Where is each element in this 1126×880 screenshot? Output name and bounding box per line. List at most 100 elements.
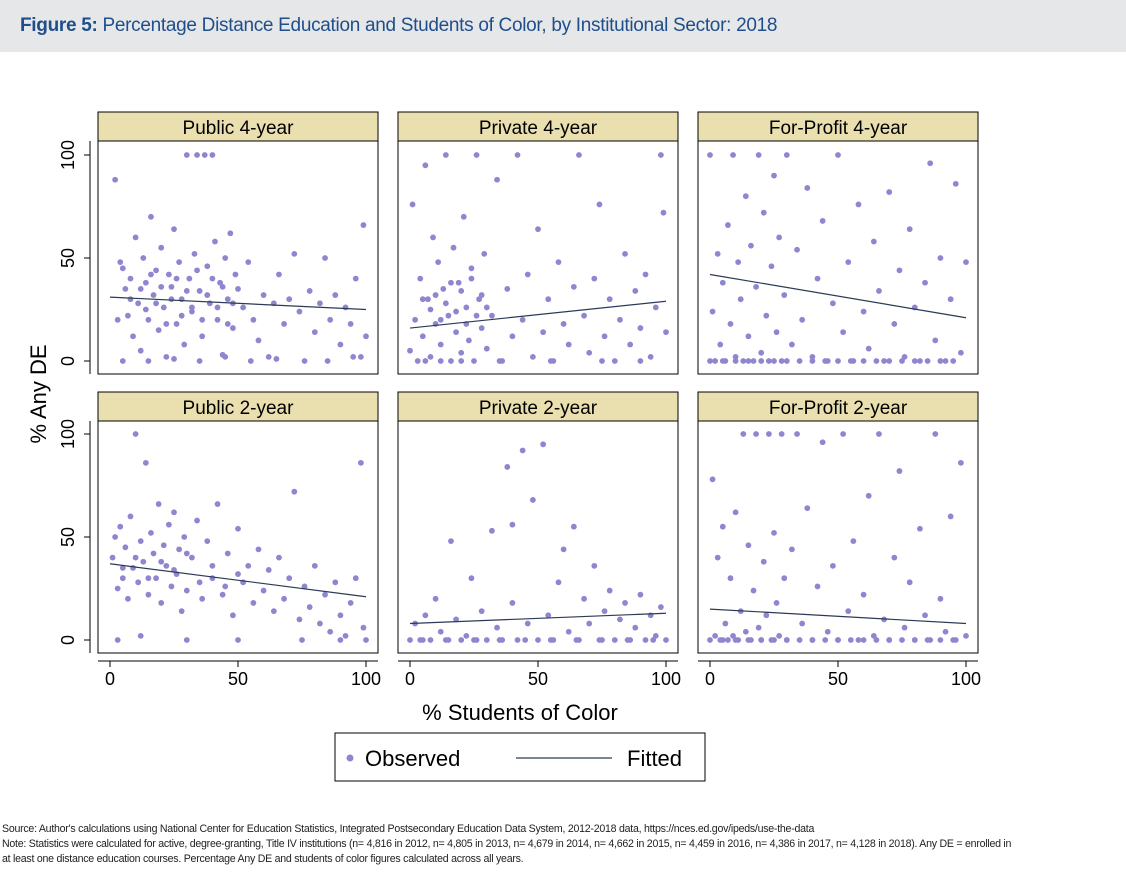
y-axis-title: % Any DE (26, 344, 51, 443)
observed-point (332, 292, 338, 298)
panel-title-for-profit-2-year: For-Profit 2-year (769, 398, 908, 419)
observed-point (643, 272, 649, 278)
observed-point (510, 600, 516, 606)
observed-point (891, 555, 897, 561)
observed-point (245, 259, 251, 265)
observed-point (248, 358, 254, 364)
observed-point (830, 300, 836, 306)
observed-point (751, 358, 757, 364)
observed-point (322, 255, 328, 261)
observed-point (607, 588, 613, 594)
observed-point (317, 300, 323, 306)
observed-point (361, 625, 367, 631)
observed-point (363, 637, 369, 643)
observed-point (479, 608, 485, 614)
observed-point (948, 514, 954, 520)
observed-point (146, 575, 152, 581)
observed-point (515, 637, 521, 643)
observed-point (138, 633, 144, 639)
observed-point (648, 354, 654, 360)
observed-point (412, 317, 418, 323)
observed-point (707, 637, 713, 643)
observed-point (856, 637, 862, 643)
observed-point (943, 629, 949, 635)
observed-point (358, 354, 364, 360)
observed-point (471, 637, 477, 643)
x-tick-label: 100 (951, 669, 981, 689)
observed-point (874, 358, 880, 364)
observed-point (866, 493, 872, 499)
x-axis-title: % Students of Color (422, 700, 618, 725)
observed-point (571, 284, 577, 290)
footnotes: Source: Author's calculations using Nati… (2, 822, 1122, 867)
observed-point (158, 600, 164, 606)
observed-point (338, 342, 344, 348)
panel-title-public-4-year: Public 4-year (183, 118, 295, 139)
observed-point (820, 218, 826, 224)
observed-point (474, 152, 480, 158)
observed-point (540, 441, 546, 447)
observed-point (250, 600, 256, 606)
observed-point (743, 193, 749, 199)
observed-point (474, 313, 480, 319)
observed-point (779, 431, 785, 437)
observed-point (861, 637, 867, 643)
observed-point (520, 317, 526, 323)
observed-point (448, 358, 454, 364)
observed-point (163, 354, 169, 360)
observed-point (179, 608, 185, 614)
x-tick-label: 50 (528, 669, 548, 689)
observed-point (451, 245, 457, 251)
observed-point (117, 524, 123, 530)
observed-point (220, 592, 226, 598)
observed-point (184, 588, 190, 594)
observed-point (458, 637, 464, 643)
observed-point (215, 305, 221, 311)
observed-point (912, 637, 918, 643)
observed-point (733, 358, 739, 364)
observed-point (261, 292, 267, 298)
observed-point (225, 551, 231, 557)
observed-point (338, 637, 344, 643)
observed-point (332, 579, 338, 585)
observed-point (612, 637, 618, 643)
observed-point (638, 592, 644, 598)
observed-point (876, 288, 882, 294)
x-tick-label: 50 (828, 669, 848, 689)
observed-point (638, 325, 644, 331)
observed-point (307, 288, 313, 294)
observed-point (297, 617, 303, 623)
observed-point (438, 629, 444, 635)
observed-point (784, 358, 790, 364)
observed-point (438, 317, 444, 323)
observed-point (117, 259, 123, 265)
observed-point (779, 358, 785, 364)
observed-point (886, 189, 892, 195)
observed-point (758, 358, 764, 364)
observed-point (230, 612, 236, 618)
observed-point (148, 530, 154, 536)
observed-point (781, 575, 787, 581)
observed-point (781, 292, 787, 298)
observed-point (758, 350, 764, 356)
observed-point (197, 288, 203, 294)
observed-point (804, 185, 810, 191)
observed-point (276, 555, 282, 561)
observed-point (922, 612, 928, 618)
observed-point (343, 305, 349, 311)
observed-point (489, 313, 495, 319)
observed-point (235, 286, 241, 292)
observed-point (220, 284, 226, 290)
observed-point (463, 305, 469, 311)
observed-point (197, 358, 203, 364)
observed-point (222, 584, 228, 590)
observed-point (122, 286, 128, 292)
observed-point (735, 259, 741, 265)
observed-point (204, 263, 210, 269)
observed-point (163, 563, 169, 569)
observed-point (266, 567, 272, 573)
observed-point (751, 588, 757, 594)
observed-point (881, 358, 887, 364)
x-tick-label: 0 (405, 669, 415, 689)
scatter-chart: Public 4-year 0 50 100 Private 4-year For-Pro… (0, 52, 1126, 820)
